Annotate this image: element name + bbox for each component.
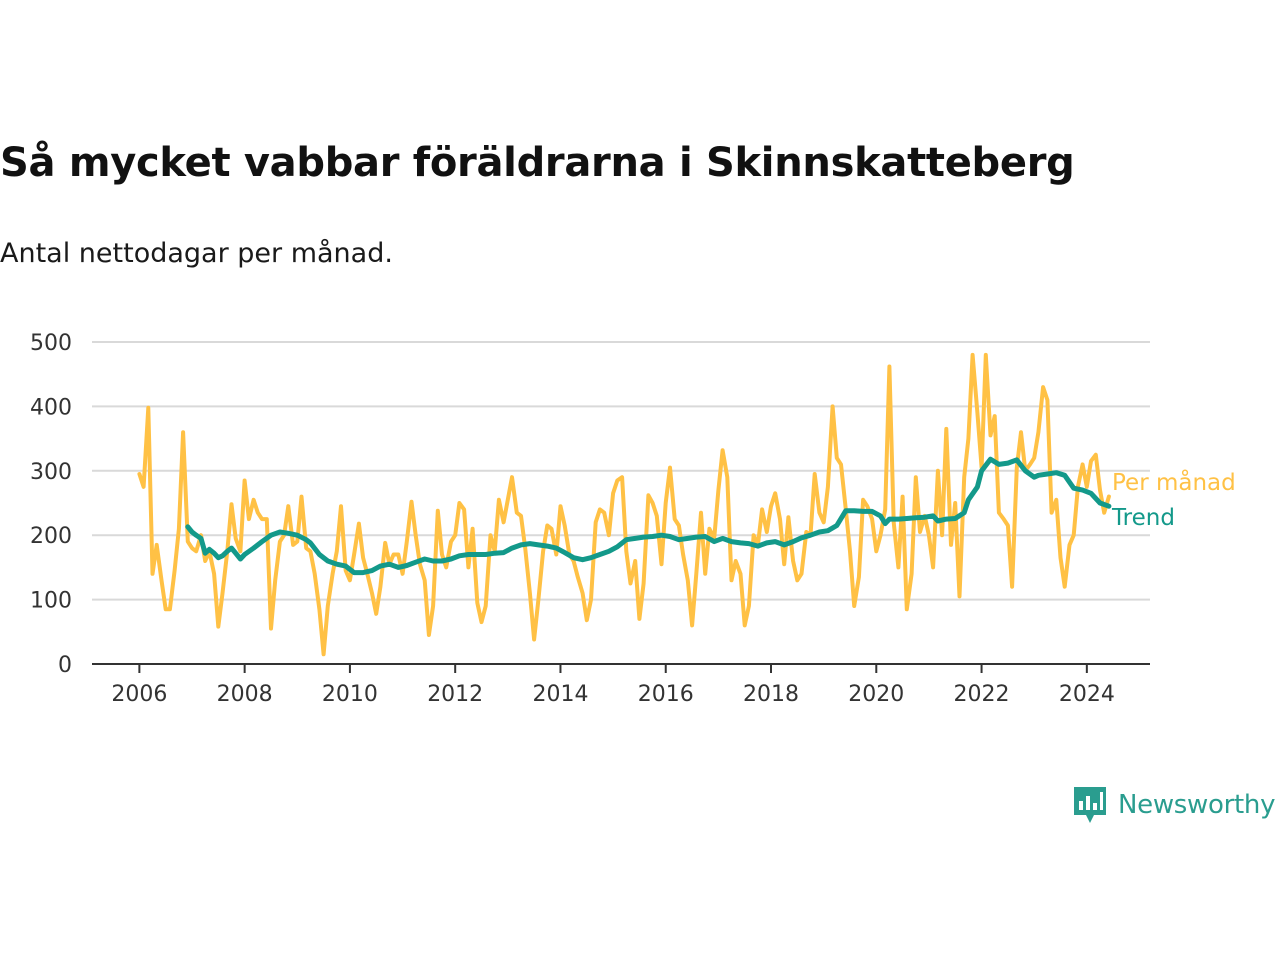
x-tick-label: 2024 bbox=[1059, 682, 1115, 707]
series-line-per-manad bbox=[137, 352, 1111, 657]
x-tick-label: 2016 bbox=[638, 682, 694, 707]
y-tick-label: 500 bbox=[30, 331, 72, 356]
chart-title: Så mycket vabbar föräldrarna i Skinnskat… bbox=[0, 140, 1075, 186]
series-label: Per månad bbox=[1112, 468, 1236, 496]
brand-name: Newsworthy bbox=[1118, 790, 1276, 820]
y-tick-label: 400 bbox=[30, 395, 72, 420]
x-tick-label: 2010 bbox=[322, 682, 378, 707]
x-tick-label: 2014 bbox=[532, 682, 588, 707]
newsworthy-logo-icon bbox=[1074, 787, 1106, 823]
x-tick-label: 2006 bbox=[111, 682, 167, 707]
x-tick-label: 2020 bbox=[848, 682, 904, 707]
x-tick-label: 2022 bbox=[954, 682, 1010, 707]
chart-subtitle: Antal nettodagar per månad. bbox=[0, 238, 393, 269]
series-label: Trend bbox=[1111, 505, 1175, 531]
y-tick-label: 300 bbox=[30, 460, 72, 485]
x-tick-label: 2018 bbox=[743, 682, 799, 707]
x-tick-label: 2008 bbox=[217, 682, 273, 707]
series-line-trend bbox=[185, 456, 1112, 576]
y-tick-label: 100 bbox=[30, 589, 72, 614]
y-tick-label: 0 bbox=[58, 653, 72, 678]
newsworthy-brand[interactable]: Newsworthy bbox=[1072, 784, 1275, 826]
x-tick-label: 2012 bbox=[427, 682, 483, 707]
y-tick-label: 200 bbox=[30, 524, 72, 549]
